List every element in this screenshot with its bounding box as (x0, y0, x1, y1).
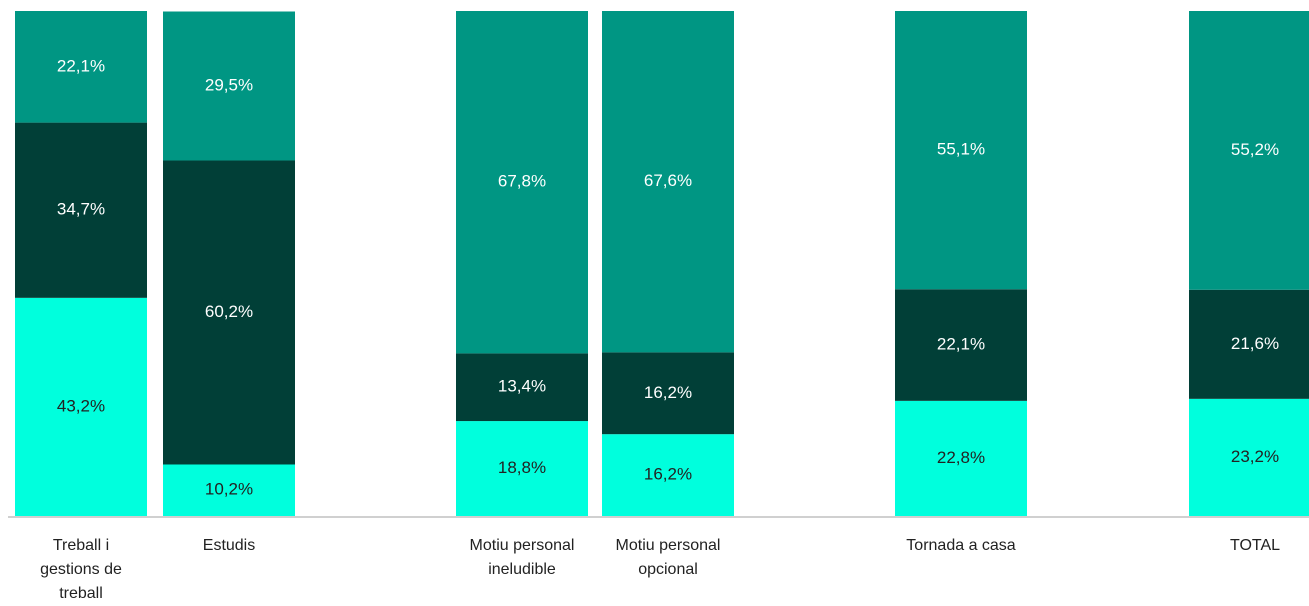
value-label: 22,8% (937, 448, 985, 467)
bar-segment (895, 289, 1027, 401)
x-tick-label: Motiu personal ineludible (469, 537, 575, 578)
x-tick-label: Tornada a casa (906, 537, 1016, 554)
x-tick-label: Estudis (202, 537, 256, 554)
value-label: 16,2% (644, 383, 692, 402)
bar-segment (163, 160, 295, 465)
value-label: 55,1% (937, 140, 985, 159)
value-label: 67,6% (644, 171, 692, 190)
bar-segment (15, 11, 147, 123)
x-tick-label: Treball i gestions de treball (40, 537, 122, 602)
bar-segment (456, 353, 588, 422)
x-tick-label: TOTAL (1229, 537, 1281, 554)
value-label: 55,2% (1231, 140, 1279, 159)
value-label: 22,1% (57, 56, 105, 75)
value-label: 10,2% (205, 480, 253, 499)
value-label: 16,2% (644, 465, 692, 484)
bar-segment (602, 352, 734, 435)
bar-segment (163, 11, 295, 161)
value-label: 60,2% (205, 302, 253, 321)
bar-segment (456, 421, 588, 516)
bar-segment (602, 434, 734, 516)
bar-segment (1189, 11, 1309, 290)
bar-segment (1189, 398, 1309, 516)
value-label: 34,7% (57, 200, 105, 219)
bar-segment (602, 11, 734, 353)
value-label: 13,4% (498, 377, 546, 396)
value-label: 22,1% (937, 335, 985, 354)
bar-segment (895, 11, 1027, 290)
value-label: 29,5% (205, 75, 253, 94)
bar-segment (1189, 289, 1309, 399)
bar-segment (163, 464, 295, 516)
bar-segment (895, 400, 1027, 516)
value-label: 43,2% (57, 396, 105, 415)
value-label: 23,2% (1231, 447, 1279, 466)
bar-segment (15, 122, 147, 298)
bar-segment (456, 11, 588, 354)
value-label: 67,8% (498, 172, 546, 191)
x-tick-label: Motiu personal opcional (615, 537, 721, 578)
value-label: 18,8% (498, 458, 546, 477)
bar-segment (15, 297, 147, 516)
value-label: 21,6% (1231, 334, 1279, 353)
